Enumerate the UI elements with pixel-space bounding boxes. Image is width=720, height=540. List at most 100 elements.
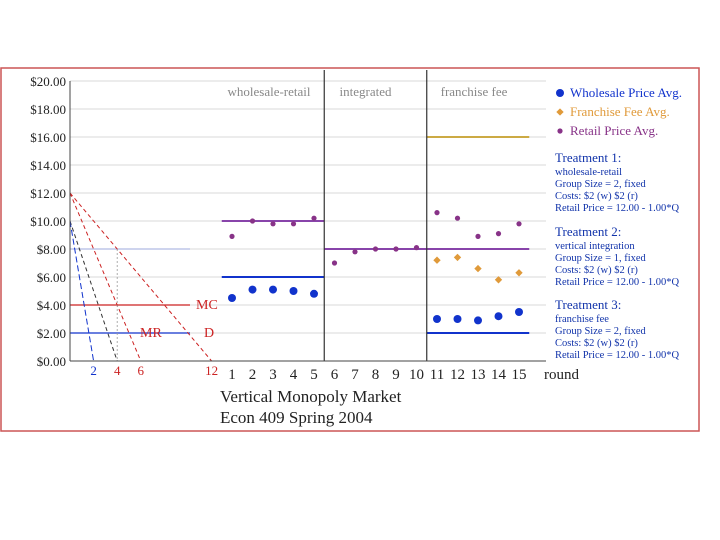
data-point <box>270 221 276 227</box>
treatment-line: Costs: $2 (w) $2 (r) <box>555 191 638 202</box>
d-label: D <box>204 326 214 341</box>
x-tick-label: 8 <box>372 367 380 383</box>
data-point <box>393 246 399 252</box>
data-point <box>289 287 298 295</box>
data-point <box>454 215 461 221</box>
section-label: wholesale-retail <box>227 84 310 99</box>
data-point <box>372 246 379 252</box>
y-tick-label: $16.00 <box>30 130 66 145</box>
mc-label: MC <box>196 298 218 313</box>
demand-curve <box>69 192 212 362</box>
y-axis: $0.00 $2.00 $4.00 $6.00 $8.00 $10.00 $12.00 $14… <box>30 74 546 369</box>
data-point <box>248 285 257 294</box>
data-point <box>515 308 523 316</box>
x-tick-label: 9 <box>392 367 400 383</box>
y-tick-label: $14.00 <box>30 158 66 173</box>
treatment-line: Retail Price = 12.00 - 1.00*Q <box>555 350 679 361</box>
quantity-tick-label: 12 <box>205 363 218 378</box>
y-tick-label: $10.00 <box>30 214 66 229</box>
data-point <box>311 215 317 221</box>
x-tick-label: 14 <box>491 367 507 383</box>
derived-demand-curve <box>69 220 118 362</box>
treatment-title: Treatment 2: <box>555 224 621 239</box>
chart-title: Vertical Monopoly Market <box>220 387 402 406</box>
y-tick-label: $4.00 <box>37 298 66 313</box>
data-point <box>474 264 482 273</box>
quantity-tick-label: 6 <box>138 363 145 378</box>
chart-subtitle: Econ 409 Spring 2004 <box>220 408 373 427</box>
x-tick-label: 4 <box>290 367 298 383</box>
data-point <box>352 249 358 255</box>
series-points <box>229 210 522 266</box>
section-labels: wholesale-retail integrated franchise fee <box>227 70 508 361</box>
data-point <box>229 233 235 239</box>
x-tick-label: 5 <box>310 367 318 383</box>
y-tick-label: $6.00 <box>37 270 66 285</box>
series-points <box>228 285 523 325</box>
derived-mr-curve <box>69 220 95 362</box>
treatment-line: Group Size = 1, fixed <box>555 253 647 264</box>
section-label: integrated <box>340 84 392 99</box>
x-tick-label: 10 <box>409 367 424 383</box>
x-axis: 1 2 3 4 5 6 7 8 9 10 11 12 13 14 15 round <box>228 367 579 383</box>
treatment-line: Retail Price = 12.00 - 1.00*Q <box>555 277 679 288</box>
treatment-line: Group Size = 2, fixed <box>555 179 647 190</box>
y-tick-label: $20.00 <box>30 74 66 89</box>
series-points <box>433 253 523 284</box>
y-tick-label: $8.00 <box>37 242 66 257</box>
data-point <box>331 260 338 266</box>
data-points <box>228 210 523 325</box>
mr-label: MR <box>140 326 162 341</box>
treatment-title: Treatment 1: <box>555 150 621 165</box>
legend-label: Franchise Fee Avg. <box>570 104 670 119</box>
data-point <box>290 221 297 227</box>
demand-panel: MC MR D 2 4 6 12 <box>69 192 218 378</box>
data-point <box>249 218 256 224</box>
data-point <box>453 315 462 323</box>
legend: Wholesale Price Avg. Franchise Fee Avg. Re… <box>556 85 682 138</box>
treatment-line: wholesale-retail <box>555 167 622 178</box>
quantity-tick-label: 2 <box>90 363 97 378</box>
treatment-line: Group Size = 2, fixed <box>555 326 647 337</box>
treatment-line: franchise fee <box>555 314 609 325</box>
data-point <box>453 253 462 262</box>
legend-marker <box>556 89 564 97</box>
data-point <box>494 312 503 321</box>
x-axis-label: round <box>544 367 579 383</box>
x-tick-label: 15 <box>512 367 527 383</box>
data-point <box>413 245 420 251</box>
data-point <box>515 269 523 277</box>
data-point <box>310 289 318 298</box>
legend-marker <box>557 128 563 134</box>
data-point <box>474 316 482 325</box>
x-tick-label: 11 <box>430 367 444 383</box>
legend-label: Wholesale Price Avg. <box>570 85 682 100</box>
data-point <box>433 256 441 264</box>
data-point <box>269 285 277 294</box>
data-point <box>433 315 441 323</box>
marginal-revenue-curve <box>69 192 142 362</box>
quantity-tick-label: 4 <box>114 363 121 378</box>
x-tick-label: 12 <box>450 367 465 383</box>
x-tick-label: 2 <box>249 367 257 383</box>
treatment-title: Treatment 3: <box>555 297 621 312</box>
section-label: franchise fee <box>441 84 508 99</box>
x-tick-label: 3 <box>269 367 277 383</box>
legend-label: Retail Price Avg. <box>570 123 658 138</box>
y-tick-label: $12.00 <box>30 186 66 201</box>
data-point <box>495 231 502 237</box>
treatment-line: Costs: $2 (w) $2 (r) <box>555 265 638 276</box>
treatment-line: vertical integration <box>555 241 635 252</box>
x-tick-label: 1 <box>228 367 236 383</box>
data-point <box>228 294 236 302</box>
data-point <box>516 221 522 227</box>
x-tick-label: 6 <box>331 367 339 383</box>
data-point <box>475 233 481 239</box>
data-point <box>434 210 440 216</box>
y-tick-label: $0.00 <box>37 354 66 369</box>
treatment-line: Costs: $2 (w) $2 (r) <box>555 338 638 349</box>
treatment-line: Retail Price = 12.00 - 1.00*Q <box>555 203 679 214</box>
x-tick-label: 13 <box>471 367 486 383</box>
